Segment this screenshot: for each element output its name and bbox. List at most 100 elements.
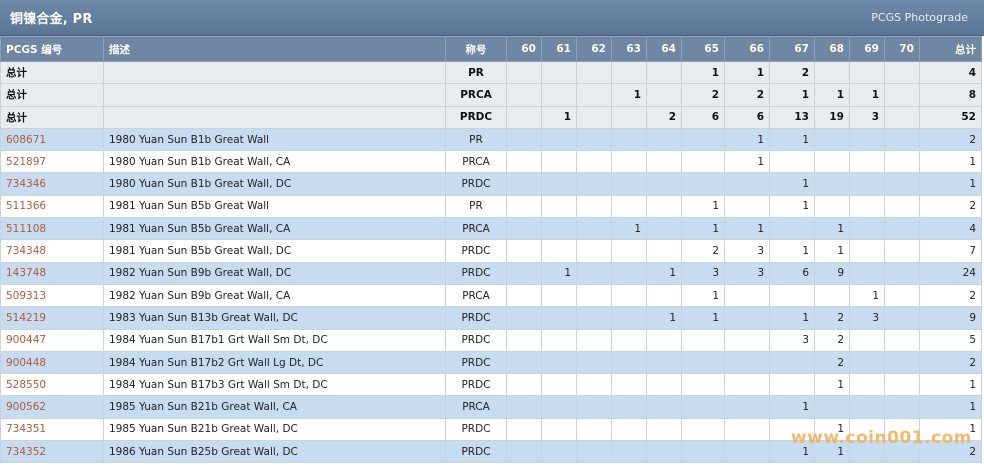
grade-count-cell <box>506 261 542 285</box>
description-cell: 1980 Yuan Sun B1b Great Wall, CA <box>103 150 446 174</box>
table-row: 528550 1984 Yuan Sun B17b3 Grt Wall Sm Dt… <box>0 373 982 397</box>
grade-count-cell <box>769 417 815 442</box>
grade-count-cell <box>611 239 647 263</box>
pcgs-number-link[interactable]: 514219 <box>6 311 47 324</box>
grade-count-cell <box>646 172 682 196</box>
grade-count-cell <box>611 60 647 85</box>
grade-count-cell <box>769 350 815 375</box>
grade-count-cell: 1 <box>849 283 885 308</box>
pcgs-number-link[interactable]: 900448 <box>6 356 47 369</box>
designation-cell: PRCA <box>445 283 507 308</box>
pcgs-number-link[interactable]: 734348 <box>6 245 47 258</box>
table-row: 143748 1982 Yuan Sun B9b Great Wall, DC PR… <box>0 261 982 285</box>
grade-count-cell <box>884 261 920 285</box>
designation-cell: PRDC <box>445 417 507 442</box>
grade-count-cell <box>724 373 770 397</box>
grade-count-cell <box>541 150 577 174</box>
pcgs-number-link[interactable]: 608671 <box>6 133 47 146</box>
row-total-cell: 4 <box>919 60 982 85</box>
column-header-grade[interactable]: 64 <box>646 36 682 62</box>
grade-count-cell: 1 <box>849 83 885 107</box>
grade-count-cell <box>646 194 682 219</box>
column-header-pcgs-number[interactable]: PCGS 编号 <box>0 36 104 62</box>
pcgs-number-link[interactable]: 734346 <box>6 178 47 191</box>
description-cell: 1985 Yuan Sun B21b Great Wall, DC <box>103 417 446 442</box>
grade-count-cell <box>849 150 885 174</box>
pcgs-number-link[interactable]: 511366 <box>6 200 47 213</box>
grade-count-cell <box>646 60 682 85</box>
grade-count-cell <box>814 127 850 152</box>
pcgs-number-link[interactable]: 521897 <box>6 155 47 168</box>
grade-count-cell <box>724 417 770 442</box>
grade-count-cell <box>506 350 542 375</box>
grade-count-cell <box>681 440 725 464</box>
column-header-description[interactable]: 描述 <box>103 36 446 62</box>
pcgs-number-cell: 734351 <box>0 417 104 442</box>
grade-count-cell: 1 <box>814 239 850 263</box>
grade-count-cell <box>681 350 725 375</box>
grade-count-cell <box>769 283 815 308</box>
designation-cell: PRDC <box>445 105 507 129</box>
table-row: 521897 1980 Yuan Sun B1b Great Wall, CA PR… <box>0 150 982 174</box>
grade-count-cell <box>576 283 612 308</box>
column-header-grade[interactable]: 68 <box>814 36 850 62</box>
table-row: 509313 1982 Yuan Sun B9b Great Wall, CA PR… <box>0 283 982 308</box>
grade-count-cell: 1 <box>769 440 815 464</box>
pcgs-number-link[interactable]: 509313 <box>6 289 47 302</box>
column-header-grade[interactable]: 65 <box>681 36 725 62</box>
column-header-designation[interactable]: 称号 <box>445 36 507 62</box>
column-header-total[interactable]: 总计 <box>919 36 982 62</box>
description-cell: 1983 Yuan Sun B13b Great Wall, DC <box>103 306 446 330</box>
grade-count-cell: 1 <box>814 440 850 464</box>
grade-count-cell <box>849 217 885 241</box>
table-header-row: PCGS 编号 描述 称号 60 61 62 63 64 65 66 67 68… <box>0 36 982 62</box>
grade-count-cell <box>541 239 577 263</box>
grade-count-cell <box>646 283 682 308</box>
grade-count-cell <box>724 194 770 219</box>
designation-cell: PR <box>445 194 507 219</box>
grade-count-cell <box>611 150 647 174</box>
column-header-grade[interactable]: 63 <box>611 36 647 62</box>
column-header-grade[interactable]: 62 <box>576 36 612 62</box>
grade-count-cell: 19 <box>814 105 850 129</box>
grade-count-cell <box>814 60 850 85</box>
pcgs-number-cell: 521897 <box>0 150 104 174</box>
grade-count-cell <box>541 306 577 330</box>
grade-count-cell <box>611 127 647 152</box>
row-total-cell: 52 <box>919 105 982 129</box>
total-label: 总计 <box>0 60 104 85</box>
grade-count-cell <box>849 395 885 419</box>
pcgs-number-link[interactable]: 734351 <box>6 423 47 436</box>
grade-count-cell: 1 <box>724 60 770 85</box>
grade-count-cell: 1 <box>814 83 850 107</box>
pcgs-number-link[interactable]: 511108 <box>6 222 47 235</box>
pcgs-number-link[interactable]: 900447 <box>6 334 47 347</box>
pcgs-number-link[interactable]: 528550 <box>6 378 47 391</box>
column-header-grade[interactable]: 61 <box>541 36 577 62</box>
grade-count-cell: 2 <box>724 83 770 107</box>
pcgs-number-link[interactable]: 900562 <box>6 401 47 414</box>
grade-count-cell <box>541 328 577 352</box>
grade-count-cell: 2 <box>646 105 682 129</box>
grade-count-cell <box>884 172 920 196</box>
column-header-grade[interactable]: 70 <box>884 36 920 62</box>
grade-count-cell: 1 <box>769 127 815 152</box>
designation-cell: PRDC <box>445 172 507 196</box>
grade-count-cell <box>646 83 682 107</box>
column-header-grade[interactable]: 60 <box>506 36 542 62</box>
pcgs-number-link[interactable]: 734352 <box>6 445 47 458</box>
grade-count-cell <box>724 306 770 330</box>
column-header-grade[interactable]: 67 <box>769 36 815 62</box>
grade-count-cell <box>611 283 647 308</box>
column-header-grade[interactable]: 66 <box>724 36 770 62</box>
pcgs-number-link[interactable]: 143748 <box>6 267 47 280</box>
grade-count-cell <box>541 350 577 375</box>
grade-count-cell <box>611 172 647 196</box>
column-header-grade[interactable]: 69 <box>849 36 885 62</box>
grade-count-cell <box>884 60 920 85</box>
row-total-cell: 9 <box>919 306 982 330</box>
grade-count-cell <box>646 127 682 152</box>
row-total-cell: 5 <box>919 328 982 352</box>
grade-count-cell <box>814 194 850 219</box>
